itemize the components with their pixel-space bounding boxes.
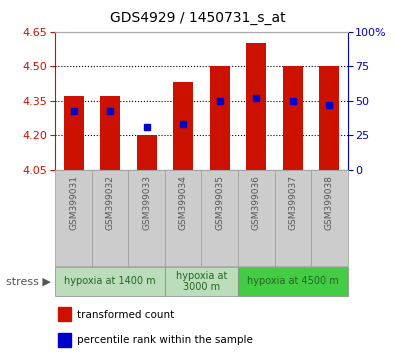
Bar xyxy=(100,96,120,170)
Bar xyxy=(238,267,348,296)
Bar xyxy=(173,82,193,170)
Bar xyxy=(311,170,348,266)
Bar xyxy=(64,96,84,170)
Text: transformed count: transformed count xyxy=(77,309,175,320)
Text: GSM399036: GSM399036 xyxy=(252,175,261,230)
Bar xyxy=(58,307,71,321)
Text: GSM399033: GSM399033 xyxy=(142,175,151,230)
Text: GSM399034: GSM399034 xyxy=(179,175,188,230)
Bar xyxy=(58,332,71,347)
Bar xyxy=(128,170,165,266)
Text: GSM399031: GSM399031 xyxy=(69,175,78,230)
Text: stress ▶: stress ▶ xyxy=(6,276,51,286)
Bar xyxy=(55,267,165,296)
Text: GSM399037: GSM399037 xyxy=(288,175,297,230)
Bar xyxy=(165,267,238,296)
Bar xyxy=(275,170,311,266)
Bar xyxy=(210,67,230,170)
Text: hypoxia at 4500 m: hypoxia at 4500 m xyxy=(247,276,339,286)
Bar xyxy=(55,170,92,266)
Text: percentile rank within the sample: percentile rank within the sample xyxy=(77,335,253,346)
Text: GDS4929 / 1450731_s_at: GDS4929 / 1450731_s_at xyxy=(110,11,285,25)
Text: hypoxia at
3000 m: hypoxia at 3000 m xyxy=(176,270,227,292)
Bar xyxy=(92,170,128,266)
Text: GSM399032: GSM399032 xyxy=(105,175,115,230)
Text: GSM399038: GSM399038 xyxy=(325,175,334,230)
Bar xyxy=(238,170,275,266)
Text: hypoxia at 1400 m: hypoxia at 1400 m xyxy=(64,276,156,286)
Bar xyxy=(137,135,157,170)
Bar xyxy=(283,67,303,170)
Bar xyxy=(319,67,339,170)
Bar xyxy=(246,44,266,170)
Bar xyxy=(201,170,238,266)
Bar xyxy=(165,170,201,266)
Text: GSM399035: GSM399035 xyxy=(215,175,224,230)
